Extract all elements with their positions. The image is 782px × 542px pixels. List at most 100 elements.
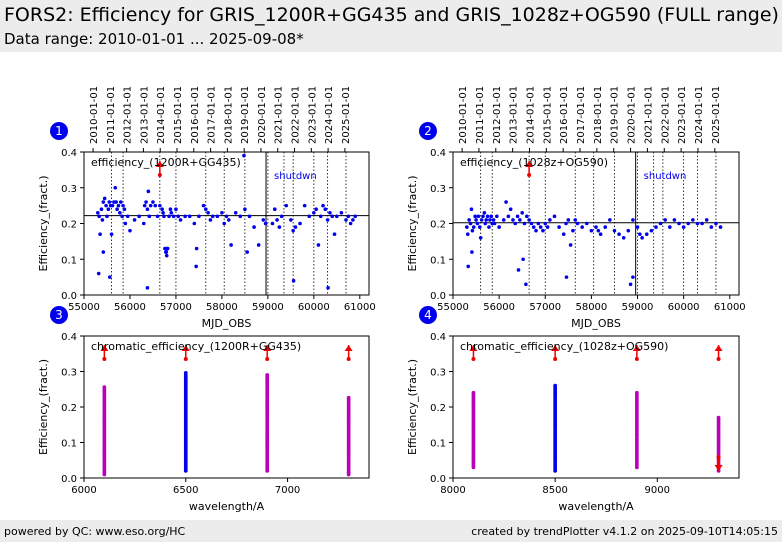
data-point [326, 286, 330, 290]
outlier-arrow [714, 345, 723, 361]
y-tick-label: 0.4 [61, 332, 77, 343]
outlier-arrow-head [714, 345, 723, 351]
data-point [279, 214, 284, 219]
data-point [718, 225, 723, 229]
data-point [106, 207, 111, 211]
data-point [328, 210, 332, 215]
x-tick-label: 60000 [668, 302, 700, 313]
x-tick-label: 7000 [275, 485, 300, 496]
data-point [243, 207, 247, 211]
data-point [141, 221, 146, 226]
data-point [242, 153, 246, 158]
panel-number-badge [50, 306, 68, 324]
y-tick-label: 0.2 [430, 403, 446, 414]
plot-frame [83, 335, 370, 479]
x-axis-label: MJD_OBS [202, 317, 252, 330]
y-tick-label: 0.2 [61, 220, 77, 231]
x-tick-label: 56000 [114, 302, 146, 313]
data-point [700, 221, 704, 226]
data-point [145, 207, 150, 211]
data-point [525, 214, 529, 219]
x-tick-label: 61000 [714, 302, 746, 313]
outlier-arrow-head [100, 345, 109, 351]
outlier-arrow [469, 345, 478, 361]
data-point [672, 218, 677, 222]
data-point [594, 225, 598, 229]
data-point [226, 218, 231, 222]
outlier-arrow-head [469, 345, 478, 351]
data-point [541, 228, 545, 233]
x-tick-label: 60000 [298, 302, 330, 313]
x-axis-label: wavelength/A [189, 500, 265, 513]
data-point [506, 214, 511, 219]
y-tick-label: 0.0 [61, 474, 77, 485]
data-point [612, 228, 617, 233]
y-tick-label: 0.3 [61, 368, 77, 379]
data-point [524, 282, 528, 287]
wavelength-column [183, 371, 188, 473]
data-point [634, 390, 639, 395]
y-tick-label: 0.1 [61, 439, 77, 450]
top-tick-label: 2017-01-01 [207, 86, 218, 144]
outlier-arrow-point [471, 357, 476, 361]
y-tick-label: 0.4 [430, 332, 446, 343]
top-tick-label: 2023-01-01 [677, 86, 688, 144]
data-point [691, 218, 695, 222]
x-tick-label: 59000 [252, 302, 284, 313]
y-tick-label: 0.4 [430, 148, 446, 159]
data-point [194, 246, 199, 251]
panel-number-badge [419, 306, 437, 324]
data-point [640, 236, 644, 240]
data-point [128, 228, 132, 233]
outlier-arrow-point [183, 357, 188, 361]
data-point [289, 218, 293, 222]
data-point [467, 218, 471, 222]
data-point [107, 275, 112, 279]
data-point [325, 218, 330, 222]
top-tick-label: 2020-01-01 [257, 86, 268, 144]
outlier-arrow-point [716, 455, 721, 459]
data-point [608, 218, 612, 222]
y-tick-label: 0.2 [430, 220, 446, 231]
y-tick-label: 0.1 [430, 439, 446, 450]
data-point [580, 225, 584, 229]
data-point [635, 225, 640, 229]
data-point [344, 218, 348, 222]
chart-panel-2: 2 2010-01-01 2011-01-01 2012-01-01 2013-01-0… [406, 86, 746, 330]
data-point [107, 200, 112, 204]
data-point [162, 214, 166, 219]
data-point [302, 203, 307, 208]
top-tick-label: 2013-01-01 [509, 86, 520, 144]
header-bar: FORS2: Efficiency for GRIS_1200R+GG435 a… [0, 0, 782, 52]
data-point [536, 221, 541, 226]
panel-number: 2 [424, 124, 432, 138]
top-tick-label: 2011-01-01 [106, 86, 117, 144]
data-point [469, 207, 474, 211]
data-point [122, 207, 127, 211]
y-tick-label: 0.3 [430, 368, 446, 379]
data-point [109, 232, 114, 237]
data-point [197, 214, 201, 219]
x-tick-label: 55000 [68, 302, 100, 313]
top-tick-label: 2018-01-01 [223, 86, 234, 144]
data-point [346, 395, 351, 400]
data-point [487, 225, 491, 229]
x-tick-label: 59000 [622, 302, 654, 313]
panel-number: 3 [55, 308, 63, 322]
outlier-arrow-point [634, 357, 639, 361]
chart-panel-4: 4 chromatic_efficiency_(1028z+OG590) 8000 8… [406, 306, 740, 513]
data-point [229, 243, 233, 247]
data-point [187, 214, 192, 219]
x-tick-label: 55000 [437, 302, 469, 313]
y-tick-label: 0.1 [430, 255, 446, 266]
data-point [545, 225, 550, 229]
data-point [501, 218, 506, 222]
data-point [513, 221, 518, 226]
data-point [220, 210, 224, 215]
data-point [210, 214, 215, 219]
data-point [617, 232, 621, 237]
x-axis-label: wavelength/A [558, 500, 634, 513]
outlier-arrow-head [263, 345, 272, 351]
x-tick-label: 61000 [344, 302, 376, 313]
data-point [348, 221, 353, 226]
